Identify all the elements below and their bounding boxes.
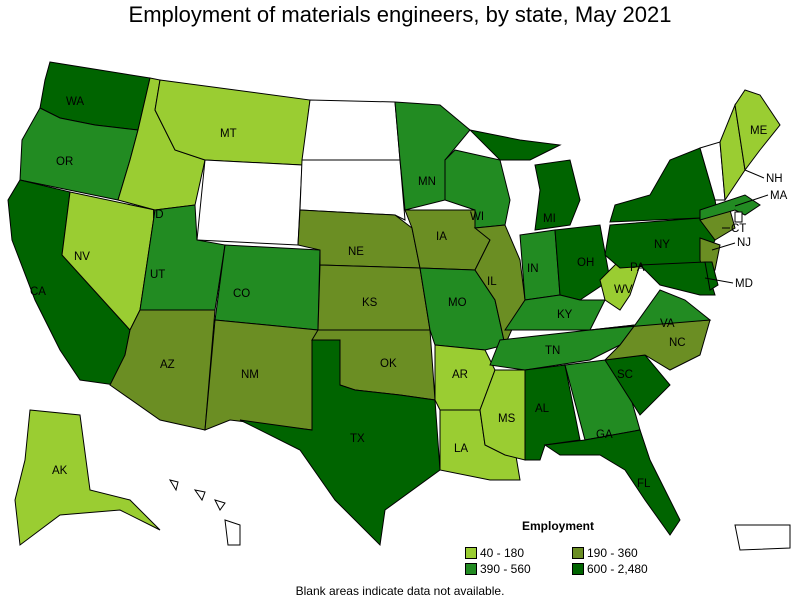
state-label-ut: UT bbox=[150, 269, 165, 281]
state-label-va: VA bbox=[660, 318, 675, 330]
state-label-nv: NV bbox=[74, 251, 90, 263]
legend-title: Employment bbox=[522, 519, 595, 533]
state-label-oh: OH bbox=[577, 257, 594, 269]
state-label-nm: NM bbox=[241, 369, 259, 381]
legend-label: 600 - 2,480 bbox=[587, 562, 648, 576]
leader-line bbox=[711, 242, 736, 251]
state-hi[interactable] bbox=[168, 479, 179, 492]
map-title: Employment of materials engineers, by st… bbox=[128, 2, 672, 27]
state-label-sc: SC bbox=[617, 369, 633, 381]
state-label-az: AZ bbox=[160, 359, 175, 371]
state-label-ca: CA bbox=[30, 286, 46, 298]
legend-swatch bbox=[465, 547, 477, 559]
state-label-al: AL bbox=[535, 403, 550, 415]
state-md[interactable] bbox=[638, 261, 716, 296]
state-label-tn: TN bbox=[545, 345, 560, 357]
state-label-nc: NC bbox=[669, 337, 686, 349]
state-hi[interactable] bbox=[214, 499, 226, 511]
state-pr[interactable] bbox=[734, 524, 791, 551]
footnote: Blank areas indicate data not available. bbox=[295, 584, 505, 598]
state-label-ak: AK bbox=[52, 465, 68, 477]
state-label-nj: NJ bbox=[737, 237, 751, 249]
state-mi[interactable] bbox=[468, 129, 562, 161]
state-label-wa: WA bbox=[66, 96, 84, 108]
state-tx[interactable] bbox=[239, 339, 441, 547]
state-label-ma: MA bbox=[770, 190, 788, 202]
state-label-la: LA bbox=[454, 443, 468, 455]
state-label-ks: KS bbox=[362, 297, 378, 309]
state-label-in: IN bbox=[527, 263, 539, 275]
state-label-wi: WI bbox=[470, 211, 484, 223]
legend-label: 190 - 360 bbox=[587, 546, 638, 560]
state-label-ms: MS bbox=[498, 413, 516, 425]
state-label-il: IL bbox=[487, 276, 497, 288]
state-mi[interactable] bbox=[534, 159, 581, 231]
state-hi[interactable] bbox=[224, 519, 241, 546]
legend-item-3: 390 - 560 bbox=[465, 562, 531, 576]
state-wv[interactable] bbox=[599, 254, 641, 311]
state-ak[interactable] bbox=[14, 409, 161, 546]
state-nd[interactable] bbox=[301, 99, 401, 161]
state-va[interactable] bbox=[589, 289, 712, 331]
state-label-nh: NH bbox=[766, 173, 783, 185]
state-label-ga: GA bbox=[596, 429, 613, 441]
state-az[interactable] bbox=[109, 309, 216, 431]
state-label-pa: PA bbox=[630, 262, 645, 274]
state-fl[interactable] bbox=[543, 429, 681, 536]
state-wy[interactable] bbox=[196, 159, 303, 246]
state-label-me: ME bbox=[750, 125, 768, 137]
state-label-md: MD bbox=[735, 278, 753, 290]
state-in[interactable] bbox=[519, 229, 561, 301]
legend-label: 40 - 180 bbox=[480, 546, 525, 560]
state-label-tx: TX bbox=[350, 433, 365, 445]
state-label-ny: NY bbox=[654, 239, 670, 251]
leader-line bbox=[704, 277, 734, 284]
legend-label: 390 - 560 bbox=[480, 562, 531, 576]
state-ga[interactable] bbox=[564, 359, 641, 441]
state-label-fl: FL bbox=[637, 478, 651, 490]
state-label-ne: NE bbox=[348, 246, 364, 258]
state-label-ar: AR bbox=[452, 369, 468, 381]
legend-swatch bbox=[572, 563, 584, 575]
state-label-wv: WV bbox=[614, 284, 633, 296]
legend-swatch bbox=[572, 547, 584, 559]
state-nc[interactable] bbox=[603, 319, 711, 371]
leader-line bbox=[744, 169, 765, 179]
state-ma[interactable] bbox=[699, 194, 761, 221]
state-label-mo: MO bbox=[448, 297, 467, 309]
legend-item-4: 600 - 2,480 bbox=[572, 562, 648, 576]
state-label-ct: CT bbox=[731, 223, 746, 235]
state-oh[interactable] bbox=[554, 224, 611, 301]
legend-swatch bbox=[465, 563, 477, 575]
state-label-ok: OK bbox=[380, 358, 397, 370]
state-label-mt: MT bbox=[220, 128, 237, 140]
legend-item-2: 190 - 360 bbox=[572, 546, 638, 560]
state-de[interactable] bbox=[704, 261, 719, 291]
state-hi[interactable] bbox=[193, 489, 206, 502]
legend-item-1: 40 - 180 bbox=[465, 546, 524, 560]
state-label-mn: MN bbox=[418, 176, 436, 188]
state-nm[interactable] bbox=[204, 319, 319, 431]
leader-line bbox=[734, 194, 769, 207]
state-label-co: CO bbox=[233, 288, 250, 300]
state-ri[interactable] bbox=[734, 211, 743, 223]
state-sd[interactable] bbox=[299, 159, 406, 221]
state-co[interactable] bbox=[214, 244, 321, 331]
state-label-or: OR bbox=[56, 156, 73, 168]
state-label-ia: IA bbox=[436, 231, 447, 243]
state-label-mi: MI bbox=[543, 213, 556, 225]
state-label-id: ID bbox=[152, 209, 164, 221]
state-label-ky: KY bbox=[557, 309, 573, 321]
